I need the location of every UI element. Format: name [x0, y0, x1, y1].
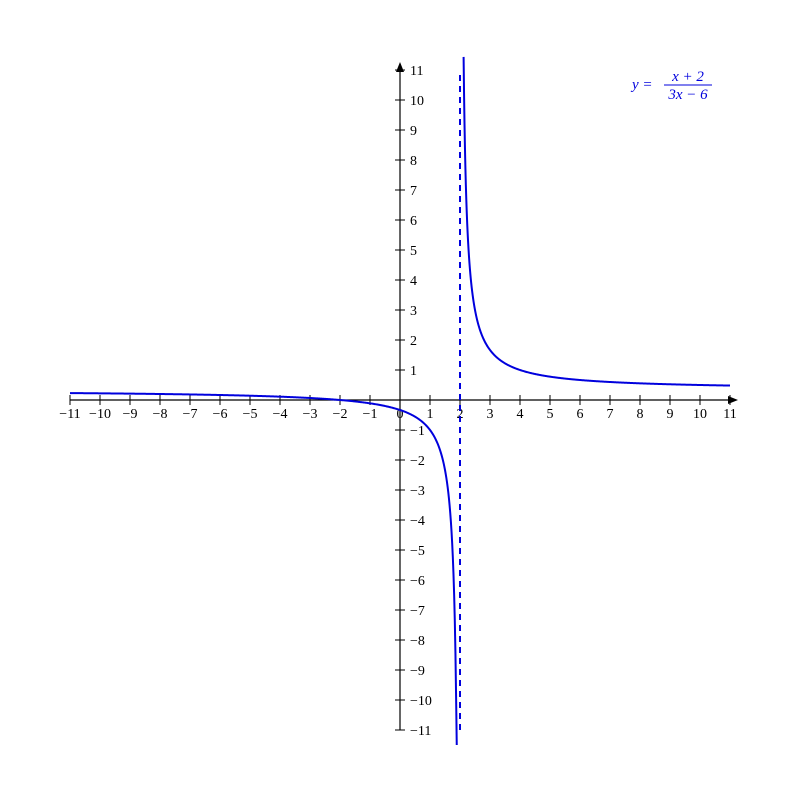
chart-container: −11−10−9−8−7−6−5−4−3−2−101234567891011−1…	[0, 0, 800, 800]
x-tick-label: −10	[89, 407, 111, 422]
x-tick-label: −8	[153, 407, 168, 422]
equation-denominator: 3x − 6	[667, 87, 708, 103]
x-tick-label: 4	[517, 407, 524, 422]
y-tick-label: 8	[410, 154, 417, 169]
x-tick-label: 1	[427, 407, 434, 422]
y-tick-label: −8	[410, 634, 425, 649]
y-tick-label: −4	[410, 514, 425, 529]
y-tick-label: −2	[410, 454, 425, 469]
x-tick-label: −6	[213, 407, 228, 422]
x-tick-label: −7	[183, 407, 198, 422]
y-tick-label: 11	[410, 64, 423, 79]
x-tick-label: 9	[667, 407, 674, 422]
x-tick-label: 3	[487, 407, 494, 422]
y-tick-label: −1	[410, 424, 425, 439]
x-tick-label: 5	[547, 407, 554, 422]
y-tick-label: −5	[410, 544, 425, 559]
y-tick-label: 7	[410, 184, 417, 199]
x-tick-label: −4	[273, 407, 288, 422]
x-tick-label: 8	[637, 407, 644, 422]
y-tick-label: −3	[410, 484, 425, 499]
x-tick-label: −3	[303, 407, 318, 422]
y-tick-label: −10	[410, 694, 432, 709]
equation-numerator: x + 2	[671, 69, 704, 85]
y-tick-label: −6	[410, 574, 425, 589]
x-tick-label: 10	[693, 407, 707, 422]
y-tick-label: −7	[410, 604, 425, 619]
x-tick-label: −9	[123, 407, 138, 422]
y-tick-label: 3	[410, 304, 417, 319]
plot-svg: −11−10−9−8−7−6−5−4−3−2−101234567891011−1…	[0, 0, 800, 800]
y-tick-label: −11	[410, 724, 431, 739]
x-tick-label: −2	[333, 407, 348, 422]
x-tick-label: −11	[59, 407, 80, 422]
x-tick-label: 6	[577, 407, 584, 422]
y-tick-label: 2	[410, 334, 417, 349]
x-tick-label: −1	[363, 407, 378, 422]
y-tick-label: 9	[410, 124, 417, 139]
y-tick-label: 6	[410, 214, 417, 229]
x-tick-label: 11	[723, 407, 736, 422]
y-tick-label: 1	[410, 364, 417, 379]
y-tick-label: −9	[410, 664, 425, 679]
y-tick-label: 10	[410, 94, 424, 109]
y-tick-label: 5	[410, 244, 417, 259]
equation-lhs: y =	[630, 77, 653, 93]
x-tick-label: −5	[243, 407, 258, 422]
x-tick-label: 7	[607, 407, 614, 422]
y-tick-label: 4	[410, 274, 417, 289]
